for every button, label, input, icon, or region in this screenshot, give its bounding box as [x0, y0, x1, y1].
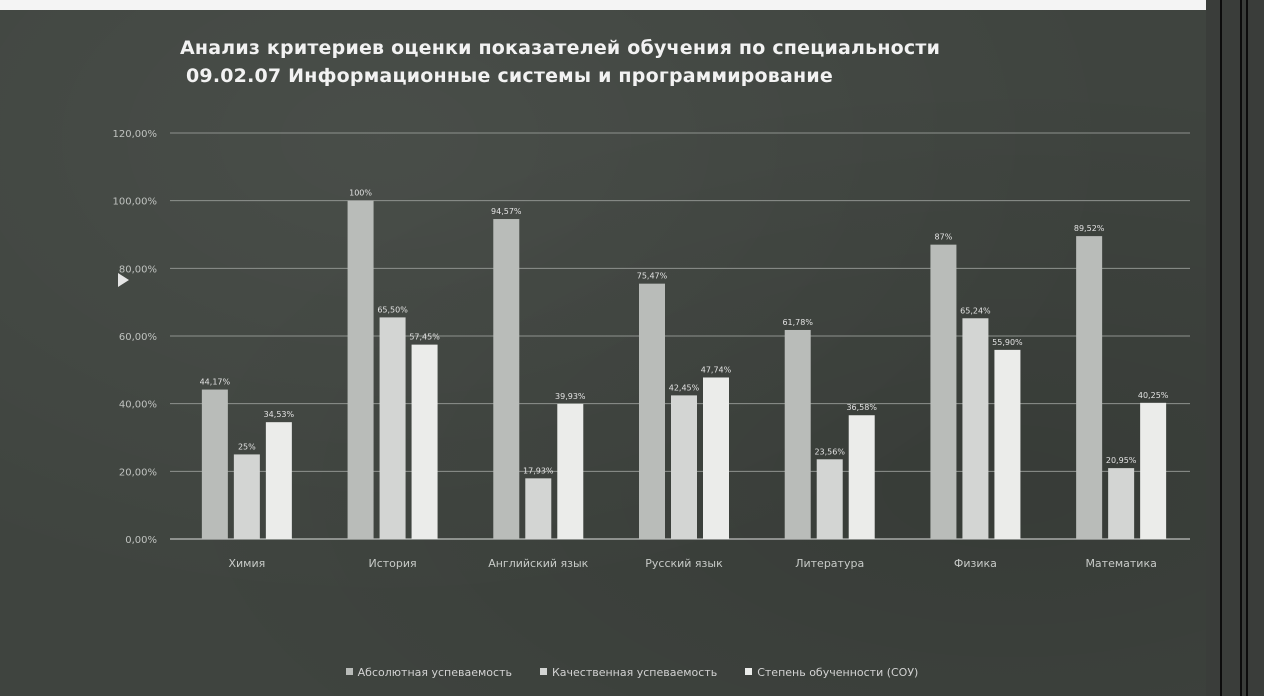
legend-item: Степень обученности (СОУ): [745, 666, 918, 679]
bar: [639, 283, 665, 539]
x-tick-label: Литература: [795, 557, 864, 570]
data-label: 39,93%: [555, 392, 586, 401]
y-tick-label: 80,00%: [119, 264, 157, 275]
x-tick-label: Английский язык: [488, 557, 588, 570]
bar: [265, 422, 292, 539]
chart-title-line1: Анализ критериев оценки показателей обуч…: [180, 37, 941, 59]
border-line: [1220, 0, 1222, 696]
data-label: 47,74%: [701, 365, 732, 374]
legend-swatch: [345, 668, 353, 675]
data-label: 23,56%: [814, 447, 845, 456]
data-label: 40,25%: [1138, 391, 1169, 400]
bar: [525, 478, 552, 539]
bar: [703, 377, 729, 539]
y-tick-label: 0,00%: [125, 535, 157, 546]
bar: [411, 344, 438, 539]
data-label: 20,95%: [1106, 456, 1137, 465]
y-tick-label: 20,00%: [119, 467, 157, 478]
play-cursor-icon: [118, 273, 129, 287]
bar: [233, 454, 260, 539]
top-border: [0, 0, 1264, 10]
x-tick-label: Русский язык: [645, 557, 723, 570]
bar: [784, 329, 811, 539]
x-tick-label: Химия: [228, 557, 265, 570]
data-label: 44,17%: [200, 378, 231, 387]
x-tick-label: Физика: [954, 557, 997, 570]
chart-title: Анализ критериев оценки показателей обуч…: [180, 34, 1160, 90]
y-tick-label: 100,00%: [113, 197, 158, 208]
legend-label: Степень обученности (СОУ): [757, 666, 919, 679]
chart-title-line2: 09.02.07 Информационные системы и програ…: [186, 65, 833, 87]
bar: [816, 459, 843, 539]
data-label: 17,93%: [523, 466, 554, 475]
bar: [493, 219, 520, 540]
legend-swatch: [539, 668, 547, 675]
chart-legend: Абсолютная успеваемость Качественная успе…: [0, 666, 1264, 679]
bar: [1140, 402, 1167, 539]
legend-item: Абсолютная успеваемость: [345, 666, 512, 679]
bar: [201, 389, 228, 539]
data-label: 100%: [349, 189, 372, 198]
data-label: 65,50%: [377, 305, 408, 314]
bar: [930, 244, 957, 539]
data-label: 89,52%: [1074, 224, 1105, 233]
bar: [962, 318, 989, 539]
data-label: 94,57%: [491, 207, 522, 216]
right-border: [1206, 0, 1264, 696]
data-label: 65,24%: [960, 306, 991, 315]
data-label: 61,78%: [782, 318, 813, 327]
border-line: [1240, 0, 1242, 696]
y-tick-label: 40,00%: [119, 400, 157, 411]
bar: [848, 415, 875, 539]
legend-item: Качественная успеваемость: [539, 666, 718, 679]
bar: [1076, 236, 1103, 539]
data-label: 34,53%: [264, 410, 295, 419]
data-label: 36,58%: [846, 403, 877, 412]
bar: [994, 349, 1021, 539]
data-label: 87%: [935, 233, 953, 242]
data-label: 57,45%: [409, 333, 440, 342]
bar: [1108, 468, 1135, 539]
legend-label: Абсолютная успеваемость: [357, 666, 512, 679]
border-line: [1246, 0, 1248, 696]
data-label: 55,90%: [992, 338, 1023, 347]
y-tick-label: 60,00%: [119, 332, 157, 343]
x-tick-label: Математика: [1085, 557, 1156, 570]
bar: [379, 317, 406, 539]
bar: [557, 403, 584, 539]
legend-label: Качественная успеваемость: [551, 666, 718, 679]
bar: [671, 395, 697, 539]
data-label: 42,45%: [669, 383, 700, 392]
y-tick-label: 120,00%: [113, 129, 158, 140]
bar: [347, 200, 374, 539]
legend-swatch: [745, 668, 753, 675]
data-label: 25%: [238, 442, 256, 451]
x-tick-label: История: [368, 557, 416, 570]
data-label: 75,47%: [637, 272, 668, 281]
